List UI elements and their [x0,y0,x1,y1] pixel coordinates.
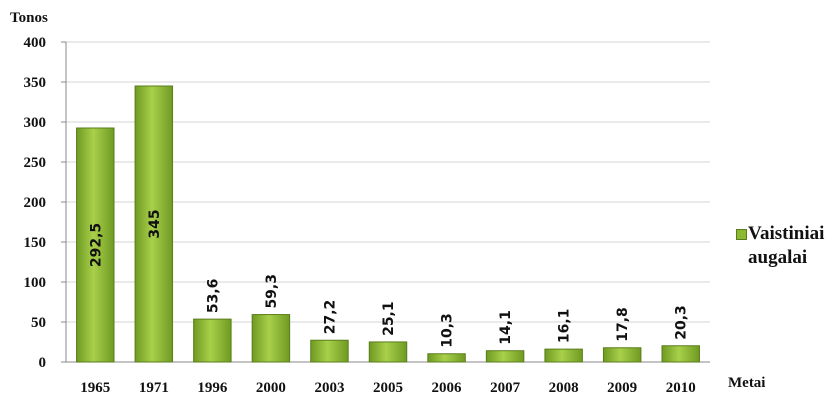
y-tick-label: 100 [24,275,47,291]
value-label: 16,1 [557,309,573,344]
value-label: 14,1 [498,310,514,345]
value-label: 17,8 [615,307,631,342]
bar [544,348,583,363]
bar [76,127,115,363]
y-tick-label: 50 [31,315,46,331]
x-tick-label: 2009 [607,380,637,396]
x-tick-label: 2003 [314,380,344,396]
value-label: 59,3 [264,274,280,309]
y-tick-label: 400 [24,35,47,51]
legend-swatch [736,229,747,240]
value-label: 345 [147,209,163,238]
y-tick-label: 150 [24,235,47,251]
legend: Vaistiniai augalai [736,222,832,270]
y-tick-label: 350 [24,75,47,91]
y-tick-label: 0 [39,355,47,371]
x-tick-label: 1971 [139,380,169,396]
bar [661,345,700,363]
value-label: 20,3 [674,305,690,340]
bar [368,341,408,363]
bar [602,347,642,363]
legend-label: Vaistiniai augalai [748,223,825,268]
value-label: 27,2 [322,300,338,335]
x-axis-label: Metai [728,375,765,391]
y-tick-label: 300 [24,115,47,131]
bar [485,350,525,363]
x-tick-label: 2008 [549,380,579,396]
value-label: 10,3 [440,313,456,348]
y-tick-label: 250 [24,155,47,171]
bar [251,314,291,363]
x-tick-label: 2000 [256,380,286,396]
bar [310,339,349,363]
bar [134,85,174,363]
x-tick-label: 2010 [666,380,696,396]
y-tick-label: 200 [24,195,47,211]
value-label: 53,6 [205,279,221,314]
x-tick-label: 1965 [80,380,110,396]
y-axis-label: Tonos [10,10,48,26]
value-label: 25,1 [381,301,397,336]
x-tick-label: 2005 [373,380,403,396]
x-tick-label: 2006 [432,380,463,396]
value-label: 292,5 [88,223,104,267]
x-tick-label: 1996 [197,380,228,396]
bar [427,353,466,363]
x-tick-label: 2007 [490,380,521,396]
bar [193,318,232,363]
